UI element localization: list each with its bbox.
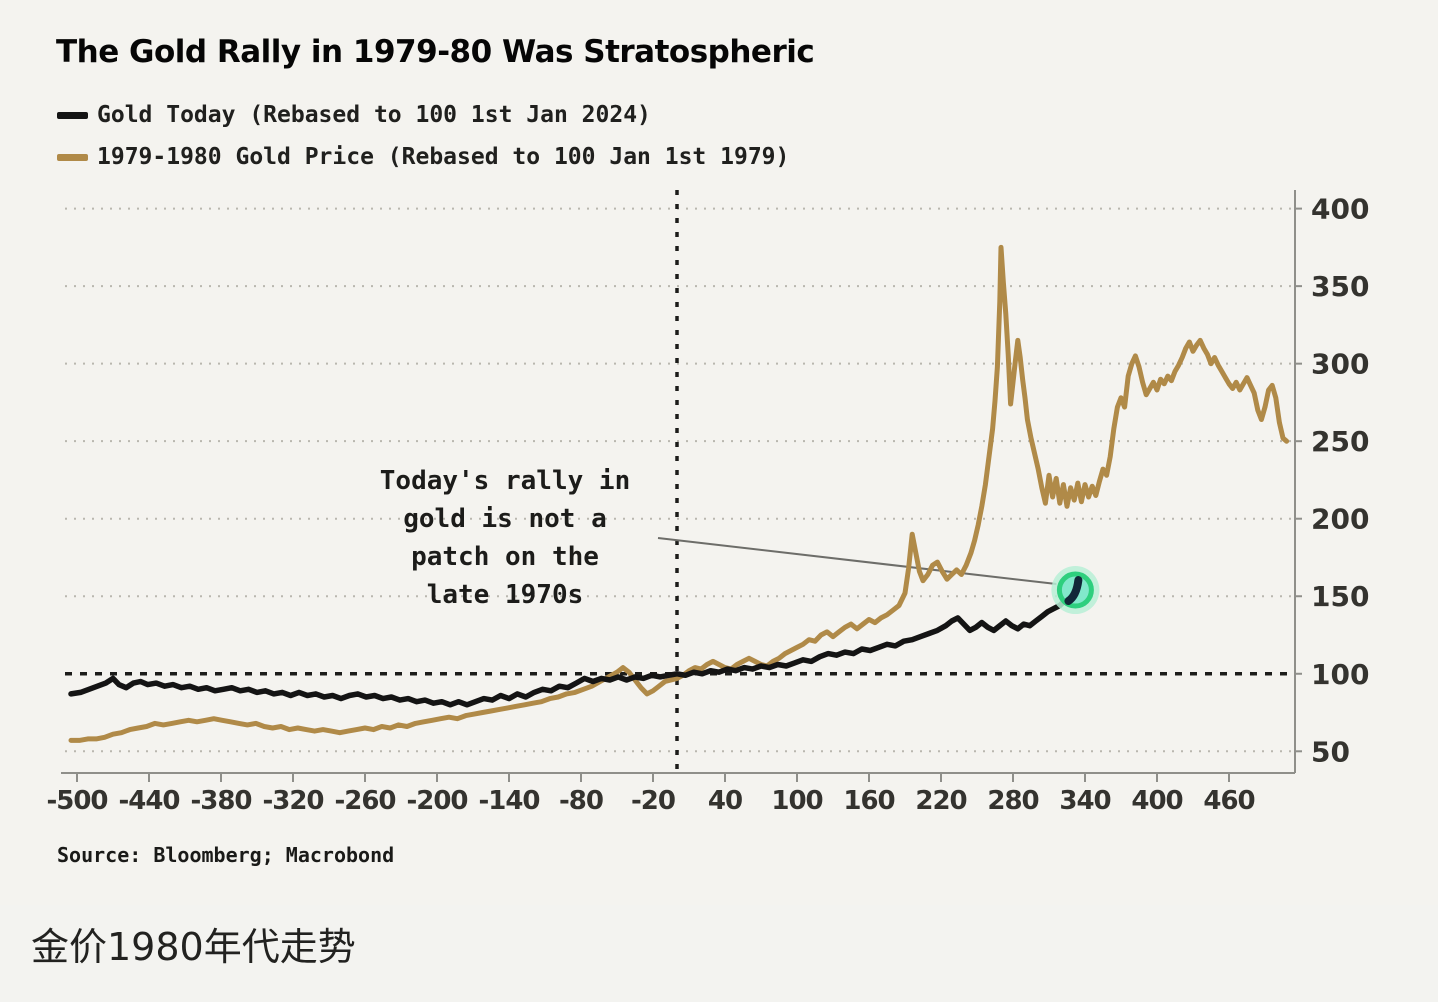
x-tick-label: -500 (46, 786, 107, 816)
page-caption: 金价1980年代走势 (31, 925, 356, 969)
x-tick-label: 340 (1059, 786, 1110, 816)
x-tick-label: 220 (915, 786, 966, 816)
x-tick-label: -200 (406, 786, 467, 816)
x-tick-label: -380 (190, 786, 251, 816)
legend-item-gold-today: Gold Today (Rebased to 100 1st Jan 2024) (57, 94, 789, 136)
x-tick-label: -20 (631, 786, 675, 816)
x-tick-label: -440 (118, 786, 179, 816)
legend-swatch-gold-line (57, 153, 88, 161)
annotation-line: gold is not a (403, 504, 607, 534)
series-line-1979-gold-price (68, 244, 1290, 743)
x-tick-label: -320 (262, 786, 323, 816)
x-tick-label: -260 (334, 786, 395, 816)
annotation-line: patch on the (411, 542, 599, 572)
x-tick-label: 460 (1203, 786, 1254, 816)
legend-swatch-black-line (57, 111, 88, 119)
x-tick-label: 40 (708, 786, 742, 816)
x-tick-label: -80 (559, 786, 603, 816)
line-chart-plot: -500 -440 -380 -320 -260 -200 -140 -80 -20 40 100 1… (46, 190, 1369, 816)
chart-title: The Gold Rally in 1979-80 Was Stratosphe… (56, 34, 815, 70)
y-tick-label: 350 (1311, 270, 1369, 303)
legend-label: 1979-1980 Gold Price (Rebased to 100 Jan… (97, 144, 790, 170)
source-note: Source: Bloomberg; Macrobond (57, 843, 395, 867)
y-tick-label: 200 (1311, 503, 1369, 536)
annotation-line: late 1970s (426, 580, 584, 610)
x-tick-label: 280 (987, 786, 1038, 816)
chart-card: The Gold Rally in 1979-80 Was Stratosphe… (46, 34, 1370, 867)
annotation-callout: Today's rally in gold is not a patch on … (330, 462, 680, 614)
callout-line (657, 537, 1057, 586)
x-tick-label: 160 (843, 786, 894, 816)
x-tick-label: -140 (478, 786, 539, 816)
y-tick-label: 250 (1311, 425, 1369, 458)
y-tick-label: 100 (1311, 658, 1369, 691)
y-tick-label: 400 (1311, 193, 1369, 226)
legend: Gold Today (Rebased to 100 1st Jan 2024)… (57, 94, 789, 178)
annotation-line: Today's rally in (379, 466, 631, 496)
series-line-gold-today (68, 587, 1079, 708)
x-tick-label: 400 (1131, 786, 1182, 816)
end-marker-core (1064, 576, 1083, 606)
legend-label: Gold Today (Rebased to 100 1st Jan 2024) (97, 102, 651, 128)
y-tick-label: 50 (1311, 735, 1350, 768)
x-tick-label: 100 (771, 786, 822, 816)
y-tick-label: 300 (1311, 348, 1369, 381)
y-tick-label: 150 (1311, 580, 1369, 613)
legend-item-1979-gold: 1979-1980 Gold Price (Rebased to 100 Jan… (57, 136, 789, 178)
